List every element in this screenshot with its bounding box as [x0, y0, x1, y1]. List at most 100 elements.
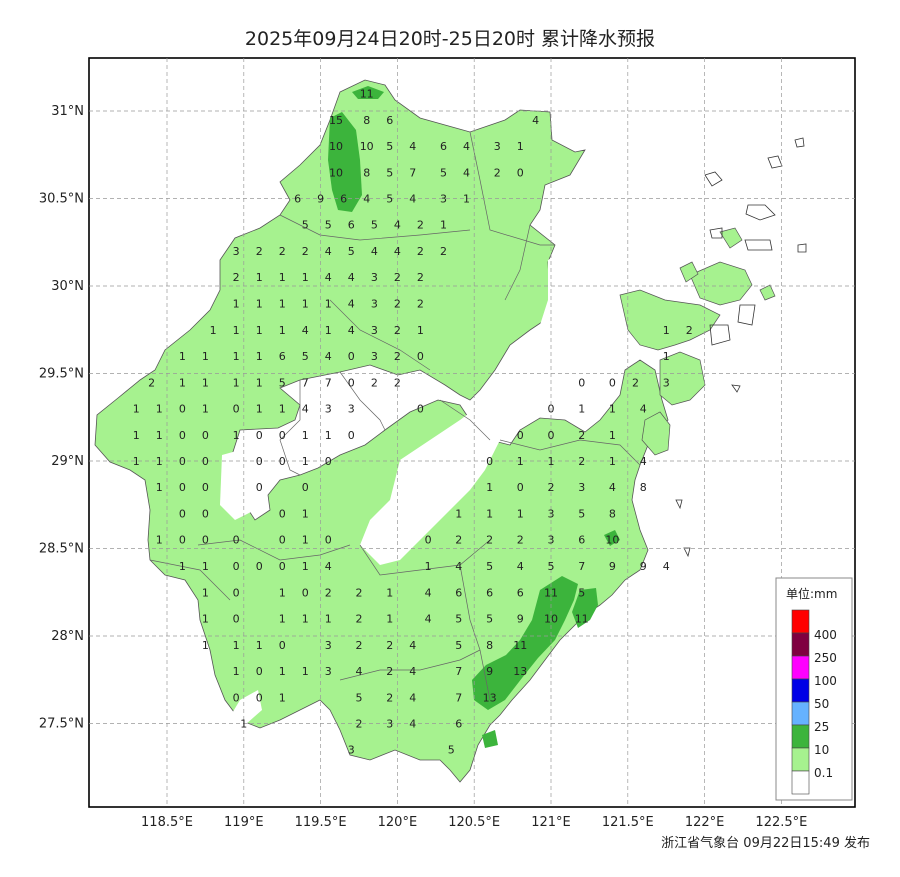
- station-value: 0: [279, 560, 286, 573]
- station-value: 2: [417, 298, 424, 311]
- x-tick-label: 120°E: [378, 815, 418, 830]
- station-value: 0: [202, 429, 209, 442]
- station-value: 0: [202, 508, 209, 521]
- station-value: 5: [578, 508, 585, 521]
- station-value: 2: [233, 271, 240, 284]
- station-value: 0: [233, 586, 240, 599]
- rain-area-moderate-se: [482, 730, 498, 748]
- station-value: 11: [544, 586, 558, 599]
- station-value: 1: [233, 324, 240, 337]
- station-value: 0: [256, 455, 263, 468]
- station-value: 1: [233, 376, 240, 389]
- station-value: 0: [302, 586, 309, 599]
- station-value: 4: [409, 665, 416, 678]
- x-tick-label: 119.5°E: [295, 815, 347, 830]
- station-value: 1: [156, 455, 163, 468]
- station-value: 5: [356, 691, 363, 704]
- station-value: 1: [233, 298, 240, 311]
- station-value: 2: [386, 639, 393, 652]
- station-value: 1: [302, 455, 309, 468]
- station-value: 1: [202, 376, 209, 389]
- station-value: 3: [325, 665, 332, 678]
- station-value: 10: [544, 613, 558, 626]
- station-value: 2: [356, 639, 363, 652]
- legend-swatch: [791, 701, 810, 726]
- station-value: 0: [486, 455, 493, 468]
- station-value: 2: [686, 324, 693, 337]
- station-value: 10: [329, 140, 343, 153]
- station-value: 0: [256, 691, 263, 704]
- station-value: 10: [605, 534, 619, 547]
- station-value: 1: [302, 298, 309, 311]
- station-value: 0: [578, 376, 585, 389]
- station-value: 1: [325, 429, 332, 442]
- station-value: 0: [302, 481, 309, 494]
- station-value: 9: [640, 560, 647, 573]
- station-value: 1: [156, 481, 163, 494]
- station-value: 0: [609, 376, 616, 389]
- station-value: 8: [363, 166, 370, 179]
- station-value: 0: [202, 534, 209, 547]
- station-value: 1: [455, 508, 462, 521]
- station-value: 0: [548, 403, 555, 416]
- station-value: 5: [548, 560, 555, 573]
- x-tick-label: 118.5°E: [141, 815, 193, 830]
- station-value: 2: [148, 376, 155, 389]
- station-value: 9: [517, 613, 524, 626]
- station-value: 1: [202, 560, 209, 573]
- station-value: 3: [548, 508, 555, 521]
- x-tick-label: 122°E: [685, 815, 725, 830]
- station-value: 3: [348, 403, 355, 416]
- legend-box: [775, 577, 853, 801]
- station-value: 1: [279, 665, 286, 678]
- station-value: 11: [513, 639, 527, 652]
- station-value: 2: [279, 245, 286, 258]
- station-value: 4: [409, 718, 416, 731]
- station-value: 2: [517, 534, 524, 547]
- station-value: 2: [578, 455, 585, 468]
- station-value: 0: [233, 691, 240, 704]
- station-value: 1: [279, 613, 286, 626]
- station-value: 1: [325, 298, 332, 311]
- station-value: 1: [425, 560, 432, 573]
- dry-area-southwest: [225, 690, 262, 725]
- station-value: 2: [256, 245, 263, 258]
- station-value: 0: [179, 481, 186, 494]
- y-tick-label: 28°N: [51, 629, 84, 644]
- station-value: 3: [325, 403, 332, 416]
- station-value: 0: [279, 429, 286, 442]
- legend-label: 50: [814, 697, 829, 711]
- station-value: 3: [371, 271, 378, 284]
- legend-swatch: [791, 770, 810, 795]
- station-value: 6: [455, 586, 462, 599]
- station-value: 2: [486, 534, 493, 547]
- station-value: 4: [609, 481, 616, 494]
- island-outline-group: [675, 137, 807, 558]
- y-tick-label: 31°N: [51, 104, 84, 119]
- station-value: 11: [575, 613, 589, 626]
- station-value: 1: [486, 508, 493, 521]
- station-value: 1: [279, 403, 286, 416]
- station-value: 1: [609, 455, 616, 468]
- station-value: 4: [409, 691, 416, 704]
- station-value: 1: [256, 271, 263, 284]
- station-value: 15: [329, 114, 343, 127]
- station-value: 4: [640, 455, 647, 468]
- station-value: 1: [240, 718, 247, 731]
- station-value: 2: [302, 245, 309, 258]
- station-value: 2: [440, 245, 447, 258]
- y-tick-label: 27.5°N: [39, 717, 84, 732]
- station-value: 4: [348, 324, 355, 337]
- station-value: 0: [548, 429, 555, 442]
- legend-items: 400 250 100 50 25 10 0.1: [791, 609, 837, 795]
- station-value: 4: [325, 560, 332, 573]
- station-value: 1: [256, 350, 263, 363]
- station-value: 5: [279, 376, 286, 389]
- station-value: 0: [202, 455, 209, 468]
- y-axis-labels: 31°N 30.5°N 30°N 29.5°N 29°N 28.5°N 28°N 27.5°N: [39, 104, 84, 732]
- station-value: 6: [279, 350, 286, 363]
- station-value: 6: [578, 534, 585, 547]
- station-value: 0: [233, 560, 240, 573]
- station-value: 8: [486, 639, 493, 652]
